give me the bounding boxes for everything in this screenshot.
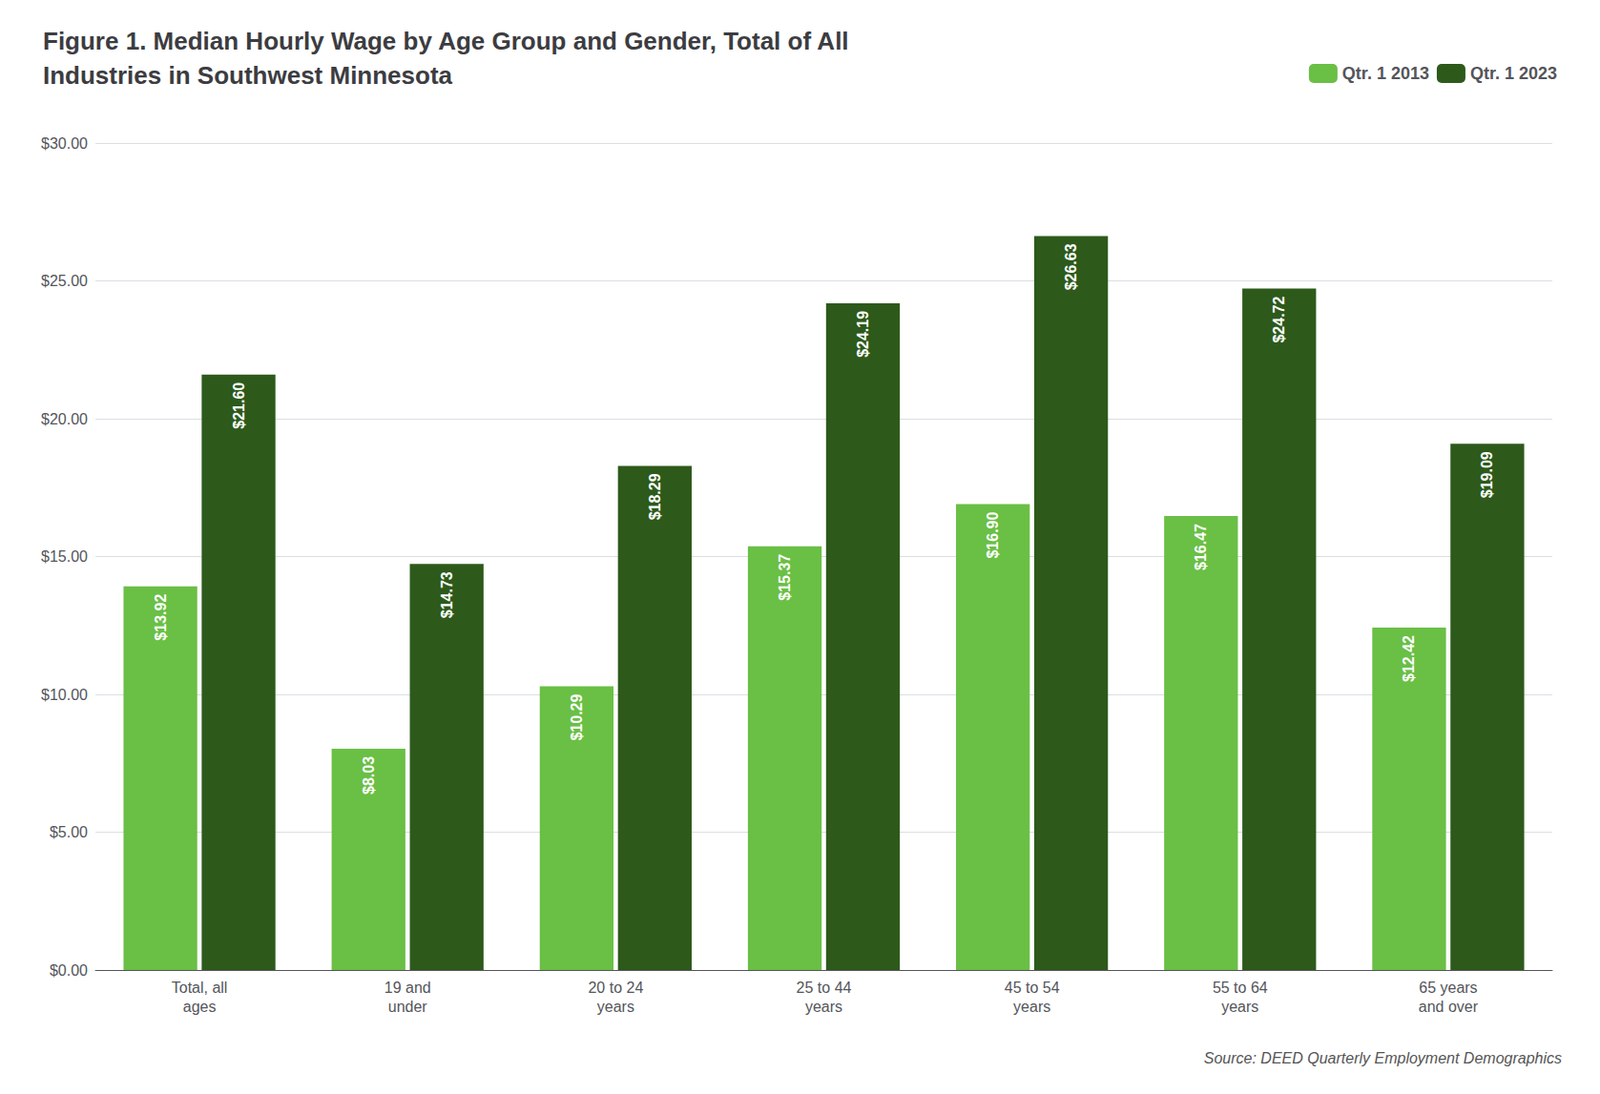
svg-text:$24.72: $24.72 xyxy=(1270,295,1288,343)
svg-text:Industries in Southwest Minnes: Industries in Southwest Minnesota xyxy=(42,61,454,90)
svg-text:19 and: 19 and xyxy=(384,979,432,997)
svg-text:$16.90: $16.90 xyxy=(984,511,1001,559)
svg-text:65 years: 65 years xyxy=(1418,979,1477,997)
svg-text:years: years xyxy=(805,998,843,1016)
svg-text:years: years xyxy=(1013,998,1051,1016)
svg-text:$30.00: $30.00 xyxy=(41,135,88,152)
svg-text:under: under xyxy=(388,998,429,1016)
svg-text:$15.00: $15.00 xyxy=(41,548,88,565)
svg-text:$25.00: $25.00 xyxy=(41,272,88,290)
svg-text:Source: DEED Quarterly Employm: Source: DEED Quarterly Employment Demogr… xyxy=(1204,1050,1562,1067)
svg-text:$19.09: $19.09 xyxy=(1478,451,1496,499)
svg-text:Total, all: Total, all xyxy=(171,979,229,997)
svg-text:ages: ages xyxy=(183,998,217,1016)
svg-text:years: years xyxy=(597,998,635,1016)
svg-text:$21.60: $21.60 xyxy=(230,382,248,430)
svg-text:55 to 64: 55 to 64 xyxy=(1212,979,1268,997)
svg-text:$12.42: $12.42 xyxy=(1400,635,1417,683)
svg-text:$26.63: $26.63 xyxy=(1062,243,1080,291)
svg-text:25 to 44: 25 to 44 xyxy=(796,979,852,997)
svg-text:20 to 24: 20 to 24 xyxy=(587,979,644,997)
svg-text:$14.73: $14.73 xyxy=(438,571,456,619)
svg-text:$20.00: $20.00 xyxy=(41,411,88,428)
svg-text:45 to 54: 45 to 54 xyxy=(1004,979,1060,997)
svg-text:$15.37: $15.37 xyxy=(776,554,793,602)
svg-text:$16.47: $16.47 xyxy=(1192,523,1209,571)
svg-text:$18.29: $18.29 xyxy=(646,473,664,520)
svg-text:and over: and over xyxy=(1418,998,1479,1016)
svg-text:$24.19: $24.19 xyxy=(854,311,872,358)
svg-text:$5.00: $5.00 xyxy=(49,824,88,841)
svg-text:$10.29: $10.29 xyxy=(568,694,585,742)
svg-text:Qtr. 1 2023: Qtr. 1 2023 xyxy=(1470,63,1558,84)
svg-text:Figure 1. Median Hourly Wage b: Figure 1. Median Hourly Wage by Age Grou… xyxy=(42,26,850,56)
svg-text:$0.00: $0.00 xyxy=(49,962,88,979)
svg-text:$10.00: $10.00 xyxy=(41,686,88,704)
svg-text:Qtr. 1 2013: Qtr. 1 2013 xyxy=(1342,63,1430,84)
svg-text:$13.92: $13.92 xyxy=(152,594,169,642)
svg-text:years: years xyxy=(1221,998,1259,1016)
svg-text:$8.03: $8.03 xyxy=(360,756,377,795)
